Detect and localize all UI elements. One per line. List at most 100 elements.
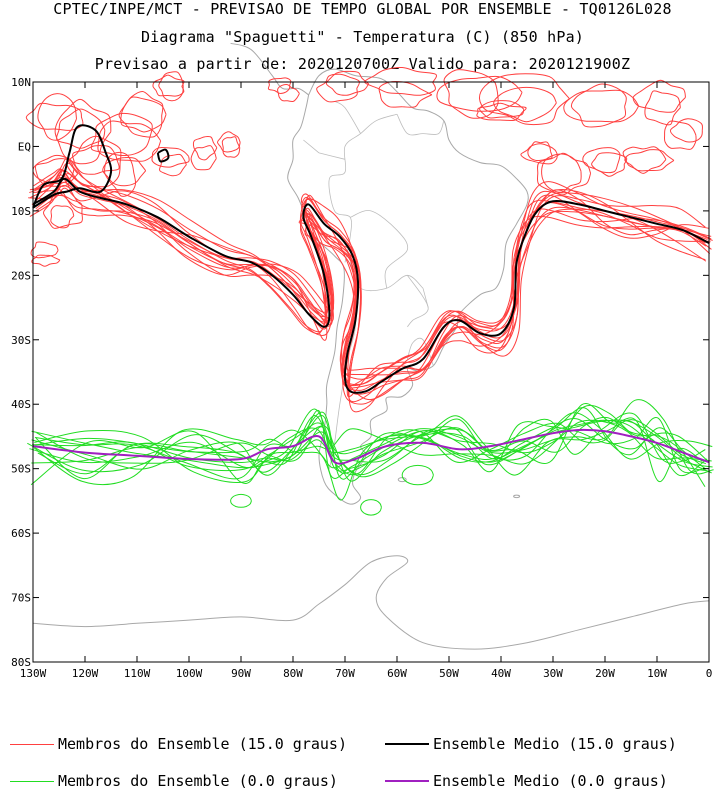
member-15-loop: [267, 77, 292, 94]
legend-label-members-0: Membros do Ensemble (0.0 graus): [58, 772, 338, 790]
member-15-contour: [29, 169, 711, 371]
member-15-loop: [644, 90, 681, 126]
member-15-loop: [663, 120, 697, 150]
member-15-loop: [479, 100, 525, 119]
lat-tick-label: 10N: [11, 76, 31, 89]
map-frame: [32, 81, 710, 663]
member-15-loop: [31, 254, 61, 267]
country-border: [422, 288, 429, 308]
member-0-contour: [33, 399, 714, 501]
legend-item-mean-15: Ensemble Medio (15.0 graus): [385, 735, 677, 753]
member-15-loop: [90, 112, 153, 157]
ensemble-mean-15-small-loop: [156, 148, 170, 163]
lat-tick-label: EQ: [18, 140, 31, 153]
legend-item-members-15: Membros do Ensemble (15.0 graus): [10, 735, 347, 753]
member-15-loop: [478, 73, 570, 126]
axis-ticks-layer: 130W 120W 110W 100W 90W 80W 70W 60W 50W 40W 30W 20W…: [11, 76, 712, 680]
lon-tick-label: 90W: [231, 667, 251, 680]
member-0-contour: [34, 415, 708, 480]
member-15-loop: [56, 108, 106, 149]
member-15-loop: [192, 136, 218, 161]
member-0-contour: [29, 420, 713, 476]
lon-tick-label: 130W: [20, 667, 47, 680]
member-0-contour: [31, 411, 706, 480]
member-0-loop: [401, 464, 434, 486]
lat-tick-label: 30S: [11, 334, 31, 347]
lat-tick-label: 40S: [11, 398, 31, 411]
member-15-loop: [443, 69, 499, 119]
member-15-loop: [527, 141, 553, 162]
legend-swatch-mean-15: [385, 743, 429, 745]
lat-tick-label: 50S: [11, 463, 31, 476]
member-15-loop: [190, 145, 217, 171]
ensemble-mean-layer: [32, 124, 710, 465]
central-america-coastline: [230, 42, 309, 96]
member-15-loop: [158, 71, 184, 102]
member-15-loop: [622, 146, 667, 174]
lon-tick-label: 60W: [387, 667, 407, 680]
legend-label-members-15: Membros do Ensemble (15.0 graus): [58, 735, 347, 753]
member-0-loop: [360, 499, 382, 516]
lon-tick-label: 50W: [439, 667, 459, 680]
member-15-loop: [50, 205, 75, 229]
lon-tick-label: 80W: [283, 667, 303, 680]
lon-tick-label: 120W: [72, 667, 99, 680]
member-15-contour: [34, 176, 707, 389]
member-15-loop: [316, 73, 360, 103]
member-15-contour: [33, 168, 709, 401]
member-15-loop: [541, 153, 582, 193]
lon-tick-label: 40W: [491, 667, 511, 680]
lon-tick-label: 100W: [176, 667, 203, 680]
member-15-loop: [43, 194, 83, 229]
legend-item-mean-0: Ensemble Medio (0.0 graus): [385, 772, 668, 790]
south-georgia: [513, 494, 521, 499]
members-0-layer: [27, 399, 714, 516]
title-line-3: Previsao a partir de: 2020120700Z Valido…: [94, 55, 631, 73]
member-15-loop: [563, 89, 640, 123]
lat-tick-label: 70S: [11, 592, 31, 605]
country-border: [334, 100, 361, 134]
legend-item-members-0: Membros do Ensemble (0.0 graus): [10, 772, 338, 790]
member-15-loop: [152, 74, 185, 97]
legend-swatch-members-15: [10, 743, 54, 745]
lon-tick-label: 30W: [543, 667, 563, 680]
lon-tick-label: 70W: [335, 667, 355, 680]
ensemble-mean-15-contour: [32, 177, 710, 394]
title-line-2: Diagrama "Spaguetti" - Temperatura (C) (…: [140, 28, 585, 46]
ensemble-mean-15-loop: [32, 124, 113, 209]
member-15-loop: [436, 75, 523, 112]
country-border: [407, 275, 429, 328]
member-0-contour: [37, 412, 713, 482]
member-15-loop: [151, 146, 190, 168]
member-15-contour: [32, 169, 707, 376]
legend-swatch-members-0: [10, 780, 54, 782]
member-15-loop: [669, 118, 703, 143]
members-15-layer: [25, 66, 713, 413]
lon-tick-label: 20W: [595, 667, 615, 680]
member-15-loop: [37, 93, 77, 141]
member-0-contour: [35, 419, 707, 472]
member-15-loop: [120, 96, 167, 133]
lon-tick-label: 110W: [124, 667, 151, 680]
member-15-loop: [97, 120, 162, 162]
member-15-loop: [476, 102, 527, 121]
country-border: [318, 152, 346, 160]
member-0-contour: [34, 404, 706, 487]
member-0-contour: [31, 419, 712, 474]
lon-tick-label: 0: [706, 667, 713, 680]
member-0-contour: [35, 410, 705, 480]
country-border: [396, 114, 445, 136]
member-0-contour: [32, 419, 712, 472]
member-0-contour: [31, 419, 706, 469]
member-15-loop: [591, 152, 628, 177]
member-15-loop: [624, 149, 675, 172]
legend-label-mean-0: Ensemble Medio (0.0 graus): [433, 772, 668, 790]
country-border: [328, 113, 398, 263]
member-15-loop: [54, 98, 112, 165]
member-15-loop: [493, 86, 557, 123]
country-border: [350, 210, 409, 289]
member-15-loop: [118, 90, 164, 138]
member-15-contour: [36, 157, 711, 413]
member-15-loop: [34, 158, 79, 188]
